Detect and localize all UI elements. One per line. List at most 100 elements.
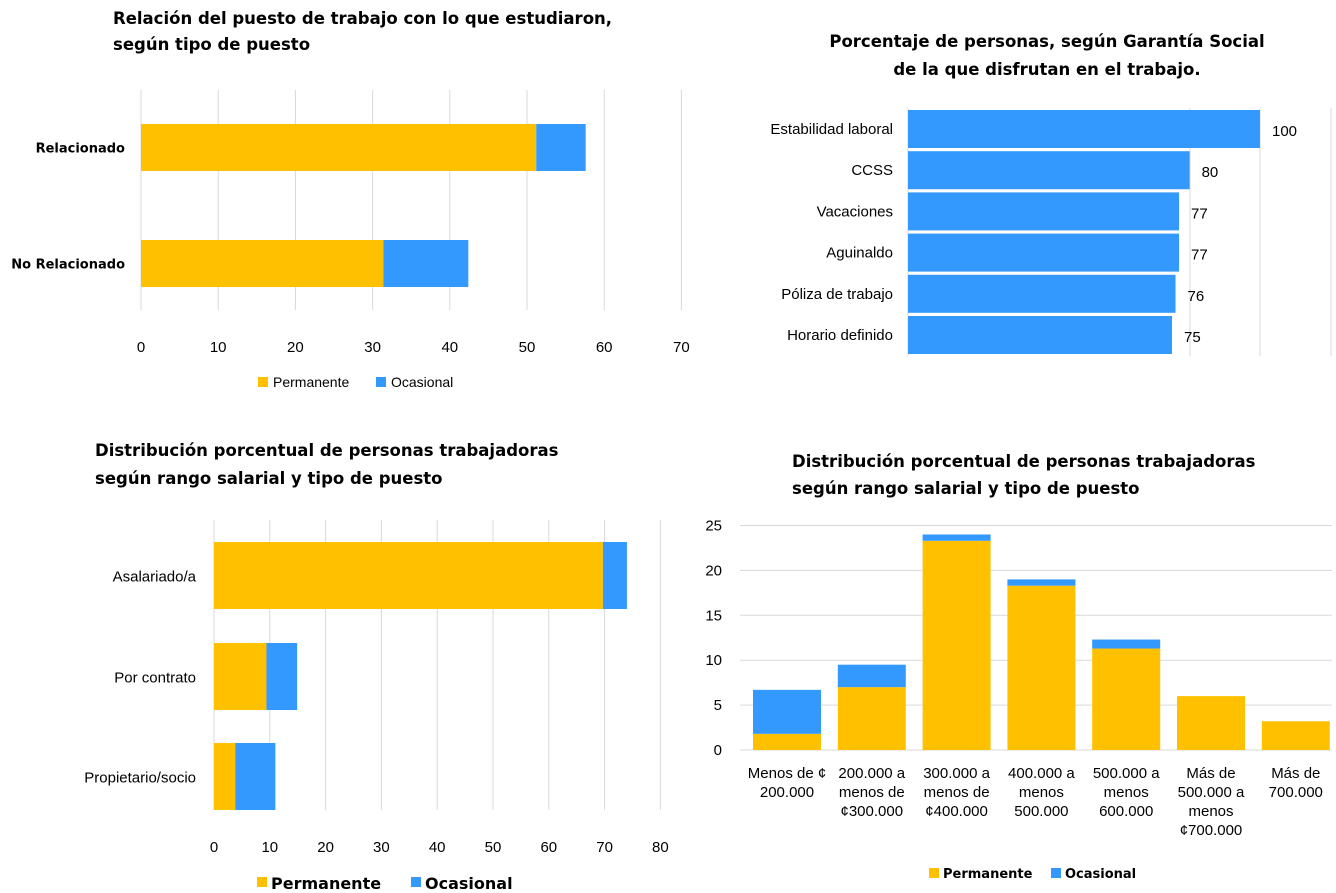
category-label: 200.000 a: [838, 765, 905, 782]
data-label: 76: [1188, 288, 1205, 305]
category-label: 700.000: [1269, 784, 1323, 801]
bar-ocasional: [837, 664, 906, 688]
chart2-title-line: Porcentaje de personas, según Garantía S…: [829, 32, 1264, 51]
bar-ocasional: [922, 534, 991, 541]
chart3-title-line: según rango salarial y tipo de puesto: [95, 469, 443, 488]
x-tick-label: 30: [373, 839, 390, 856]
bar-permanente: [214, 542, 603, 609]
category-label: Menos de ¢: [748, 765, 826, 782]
chart-salary-range: Distribución porcentual de personas trab…: [705, 452, 1332, 882]
legend-swatch-permanente: [258, 377, 268, 387]
x-tick-label: 10: [261, 839, 278, 856]
category-label: Asalariado/a: [113, 569, 197, 586]
x-tick-label: 20: [287, 339, 304, 356]
y-tick-label: 10: [705, 652, 722, 669]
category-label: No Relacionado: [11, 258, 125, 273]
bar-ocasional: [1007, 579, 1076, 586]
bar-permanente: [1177, 696, 1245, 750]
bar-permanente: [1261, 721, 1330, 750]
bar-permanente: [214, 643, 267, 710]
x-tick-label: 10: [210, 339, 227, 356]
x-tick-label: 0: [210, 839, 218, 856]
bar-permanente: [141, 124, 537, 171]
bar-ocasional: [266, 643, 298, 710]
legend-label: Ocasional: [391, 374, 453, 390]
category-label: Relacionado: [36, 142, 125, 157]
legend-swatch-ocasional: [1051, 868, 1061, 878]
category-label: 500.000 a: [1178, 784, 1245, 801]
legend-label: Ocasional: [1065, 867, 1136, 882]
x-tick-label: 70: [596, 839, 613, 856]
bar-ocasional: [235, 743, 276, 810]
category-label: menos de: [924, 784, 990, 801]
chart4-title-line: Distribución porcentual de personas trab…: [792, 452, 1256, 471]
bar-permanente: [214, 743, 236, 810]
chart-job-type: Distribución porcentual de personas trab…: [84, 441, 668, 893]
chart-social-guarantee: Porcentaje de personas, según Garantía S…: [770, 32, 1332, 356]
category-label: Vacaciones: [817, 203, 893, 220]
bar-ocasional: [602, 542, 627, 609]
data-label: 100: [1272, 123, 1297, 140]
bar-permanente: [922, 540, 991, 750]
bar-guarantee: [908, 192, 1180, 231]
x-tick-label: 0: [137, 339, 145, 356]
category-label: 400.000 a: [1008, 765, 1075, 782]
category-label: 300.000 a: [923, 765, 990, 782]
bar-guarantee: [908, 274, 1176, 313]
data-label: 75: [1184, 329, 1201, 346]
category-label: Estabilidad laboral: [770, 121, 893, 138]
data-label: 77: [1191, 205, 1208, 222]
x-tick-label: 70: [673, 339, 690, 356]
x-tick-label: 20: [317, 839, 334, 856]
bar-permanente: [141, 240, 384, 287]
category-label: ¢700.000: [1180, 822, 1243, 839]
category-label: CCSS: [851, 162, 893, 179]
category-label: 500.000: [1014, 803, 1068, 820]
legend-label: Ocasional: [425, 874, 513, 893]
y-tick-label: 5: [714, 697, 722, 714]
data-label: 80: [1202, 164, 1219, 181]
category-label: Más de: [1271, 765, 1320, 782]
bar-permanente: [753, 733, 821, 750]
x-tick-label: 40: [441, 339, 458, 356]
x-tick-label: 50: [485, 839, 502, 856]
y-tick-label: 20: [705, 562, 722, 579]
category-label: menos: [1019, 784, 1064, 801]
y-tick-label: 25: [705, 518, 722, 535]
category-label: ¢300.000: [841, 803, 904, 820]
category-label: 500.000 a: [1093, 765, 1160, 782]
legend-swatch-permanente: [257, 877, 267, 887]
legend-swatch-ocasional: [411, 877, 421, 887]
category-label: Horario definido: [787, 327, 893, 344]
category-label: menos de: [839, 784, 905, 801]
category-label: Más de: [1186, 765, 1235, 782]
category-label: menos: [1188, 803, 1233, 820]
bar-guarantee: [908, 233, 1180, 272]
bar-permanente: [1092, 648, 1161, 750]
legend-label: Permanente: [273, 374, 349, 390]
legend-label: Permanente: [271, 874, 381, 893]
chart4-title-line: según rango salarial y tipo de puesto: [792, 479, 1140, 498]
category-label: 600.000: [1099, 803, 1153, 820]
bar-ocasional: [536, 124, 586, 171]
category-label: 200.000: [760, 784, 814, 801]
y-tick-label: 15: [705, 607, 722, 624]
chart1-title-line: Relación del puesto de trabajo con lo qu…: [113, 9, 612, 28]
bar-ocasional: [1092, 639, 1161, 649]
y-tick-label: 0: [714, 742, 722, 759]
x-tick-label: 40: [429, 839, 446, 856]
category-label: Por contrato: [114, 670, 196, 687]
category-label: menos: [1104, 784, 1149, 801]
bar-ocasional: [383, 240, 469, 287]
bar-guarantee: [908, 316, 1172, 354]
legend-swatch-permanente: [929, 868, 939, 878]
bar-permanente: [1007, 585, 1076, 750]
bar-ocasional: [753, 689, 821, 734]
chart2-title-line: de la que disfrutan en el trabajo.: [893, 60, 1200, 79]
legend-swatch-ocasional: [376, 377, 386, 387]
bar-guarantee: [908, 151, 1190, 190]
legend-label: Permanente: [943, 867, 1033, 882]
bar-permanente: [837, 687, 906, 750]
data-label: 77: [1191, 247, 1208, 264]
